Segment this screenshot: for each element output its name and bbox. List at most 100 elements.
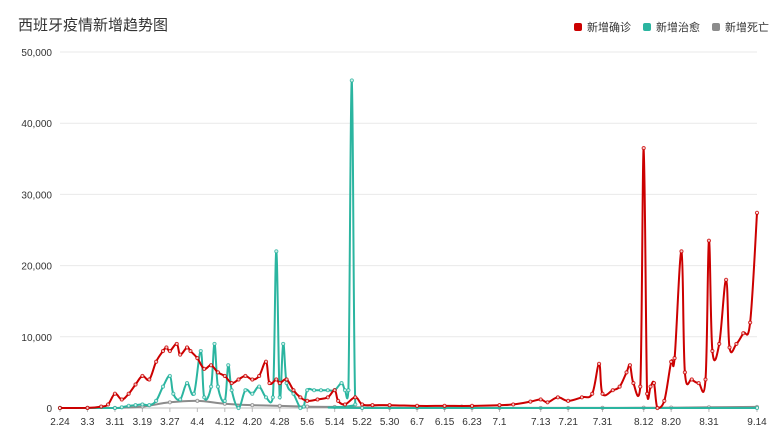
data-point-deaths[interactable] [250,403,255,408]
data-point-confirmed[interactable] [727,345,732,350]
data-point-confirmed[interactable] [414,403,420,408]
data-point-confirmed[interactable] [195,356,200,361]
data-point-recovered[interactable] [754,405,760,411]
data-point-confirmed[interactable] [215,370,221,375]
data-point-recovered[interactable] [198,348,203,354]
data-point-confirmed[interactable] [291,388,296,393]
data-point-confirmed[interactable] [734,341,739,347]
data-point-recovered[interactable] [226,363,231,368]
data-point-deaths[interactable] [305,404,310,409]
data-point-confirmed[interactable] [202,366,207,371]
data-point-recovered[interactable] [243,388,248,393]
data-point-confirmed[interactable] [167,348,172,354]
data-point-recovered[interactable] [202,395,207,400]
data-point-recovered[interactable] [301,404,306,409]
data-point-recovered[interactable] [250,391,255,396]
legend-item-recovered[interactable]: 新增治愈 [643,19,700,35]
data-point-confirmed[interactable] [723,277,729,282]
data-point-recovered[interactable] [318,388,324,393]
data-point-confirmed[interactable] [648,384,653,389]
data-point-confirmed[interactable] [566,398,571,403]
data-point-confirmed[interactable] [174,341,179,347]
data-point-recovered[interactable] [325,388,330,393]
data-point-confirmed[interactable] [741,331,746,336]
data-point-confirmed[interactable] [696,380,701,386]
data-point-recovered[interactable] [305,388,310,393]
data-point-confirmed[interactable] [360,402,365,407]
data-point-recovered[interactable] [133,403,138,408]
data-point-confirmed[interactable] [154,359,159,364]
data-point-recovered[interactable] [154,398,159,403]
data-point-confirmed[interactable] [57,405,63,411]
data-point-recovered[interactable] [360,405,365,411]
data-point-recovered[interactable] [263,395,269,400]
data-point-confirmed[interactable] [651,380,657,386]
data-point-confirmed[interactable] [528,399,533,404]
data-point-confirmed[interactable] [263,359,269,364]
data-point-confirmed[interactable] [178,352,183,357]
data-point-confirmed[interactable] [689,377,694,382]
data-point-recovered[interactable] [178,397,183,402]
data-point-confirmed[interactable] [641,146,646,151]
data-point-confirmed[interactable] [511,402,516,407]
data-point-confirmed[interactable] [315,397,320,402]
data-point-recovered[interactable] [212,341,217,347]
data-point-deaths[interactable] [167,400,172,405]
data-point-confirmed[interactable] [184,345,190,350]
data-point-confirmed[interactable] [99,404,104,409]
data-point-recovered[interactable] [184,380,190,386]
data-point-confirmed[interactable] [717,341,722,347]
data-point-confirmed[interactable] [336,398,341,403]
data-point-confirmed[interactable] [222,373,227,379]
data-point-recovered[interactable] [257,384,262,389]
data-point-recovered[interactable] [191,391,197,396]
data-point-confirmed[interactable] [147,377,152,382]
data-point-confirmed[interactable] [710,348,715,354]
data-point-recovered[interactable] [274,249,279,254]
data-point-confirmed[interactable] [638,384,643,389]
data-point-recovered[interactable] [222,398,227,403]
data-point-recovered[interactable] [167,373,172,379]
data-point-recovered[interactable] [112,405,118,411]
data-point-confirmed[interactable] [188,348,193,354]
data-point-recovered[interactable] [346,388,351,393]
data-point-confirmed[interactable] [353,395,358,400]
data-point-confirmed[interactable] [469,403,475,408]
data-point-confirmed[interactable] [119,397,124,402]
data-point-confirmed[interactable] [655,405,660,411]
data-point-confirmed[interactable] [590,391,595,396]
data-point-deaths[interactable] [277,403,282,408]
data-point-confirmed[interactable] [538,397,543,402]
data-point-confirmed[interactable] [274,377,279,382]
data-point-confirmed[interactable] [555,395,560,400]
data-point-recovered[interactable] [353,402,358,407]
data-point-confirmed[interactable] [229,380,234,386]
data-point-recovered[interactable] [311,388,317,393]
data-point-recovered[interactable] [171,391,176,396]
legend-item-confirmed[interactable]: 新增确诊 [574,19,631,35]
data-point-confirmed[interactable] [596,361,602,366]
data-point-confirmed[interactable] [277,380,282,386]
data-point-confirmed[interactable] [325,395,330,400]
data-point-confirmed[interactable] [624,370,629,375]
data-point-recovered[interactable] [342,388,348,393]
data-point-recovered[interactable] [349,78,354,83]
data-point-confirmed[interactable] [236,377,241,382]
data-point-confirmed[interactable] [600,391,605,396]
data-point-confirmed[interactable] [342,402,348,407]
data-point-recovered[interactable] [277,395,282,400]
data-point-confirmed[interactable] [250,377,255,382]
data-point-confirmed[interactable] [679,249,684,254]
data-point-recovered[interactable] [208,384,214,389]
data-point-recovered[interactable] [160,384,166,389]
data-point-confirmed[interactable] [305,398,310,403]
data-point-confirmed[interactable] [662,398,667,403]
data-point-confirmed[interactable] [617,384,622,389]
data-point-deaths[interactable] [195,398,200,403]
data-point-recovered[interactable] [281,341,286,347]
data-point-confirmed[interactable] [105,402,111,407]
data-point-recovered[interactable] [140,402,145,407]
data-point-recovered[interactable] [270,395,275,400]
data-point-confirmed[interactable] [545,400,550,405]
data-point-confirmed[interactable] [610,388,615,393]
